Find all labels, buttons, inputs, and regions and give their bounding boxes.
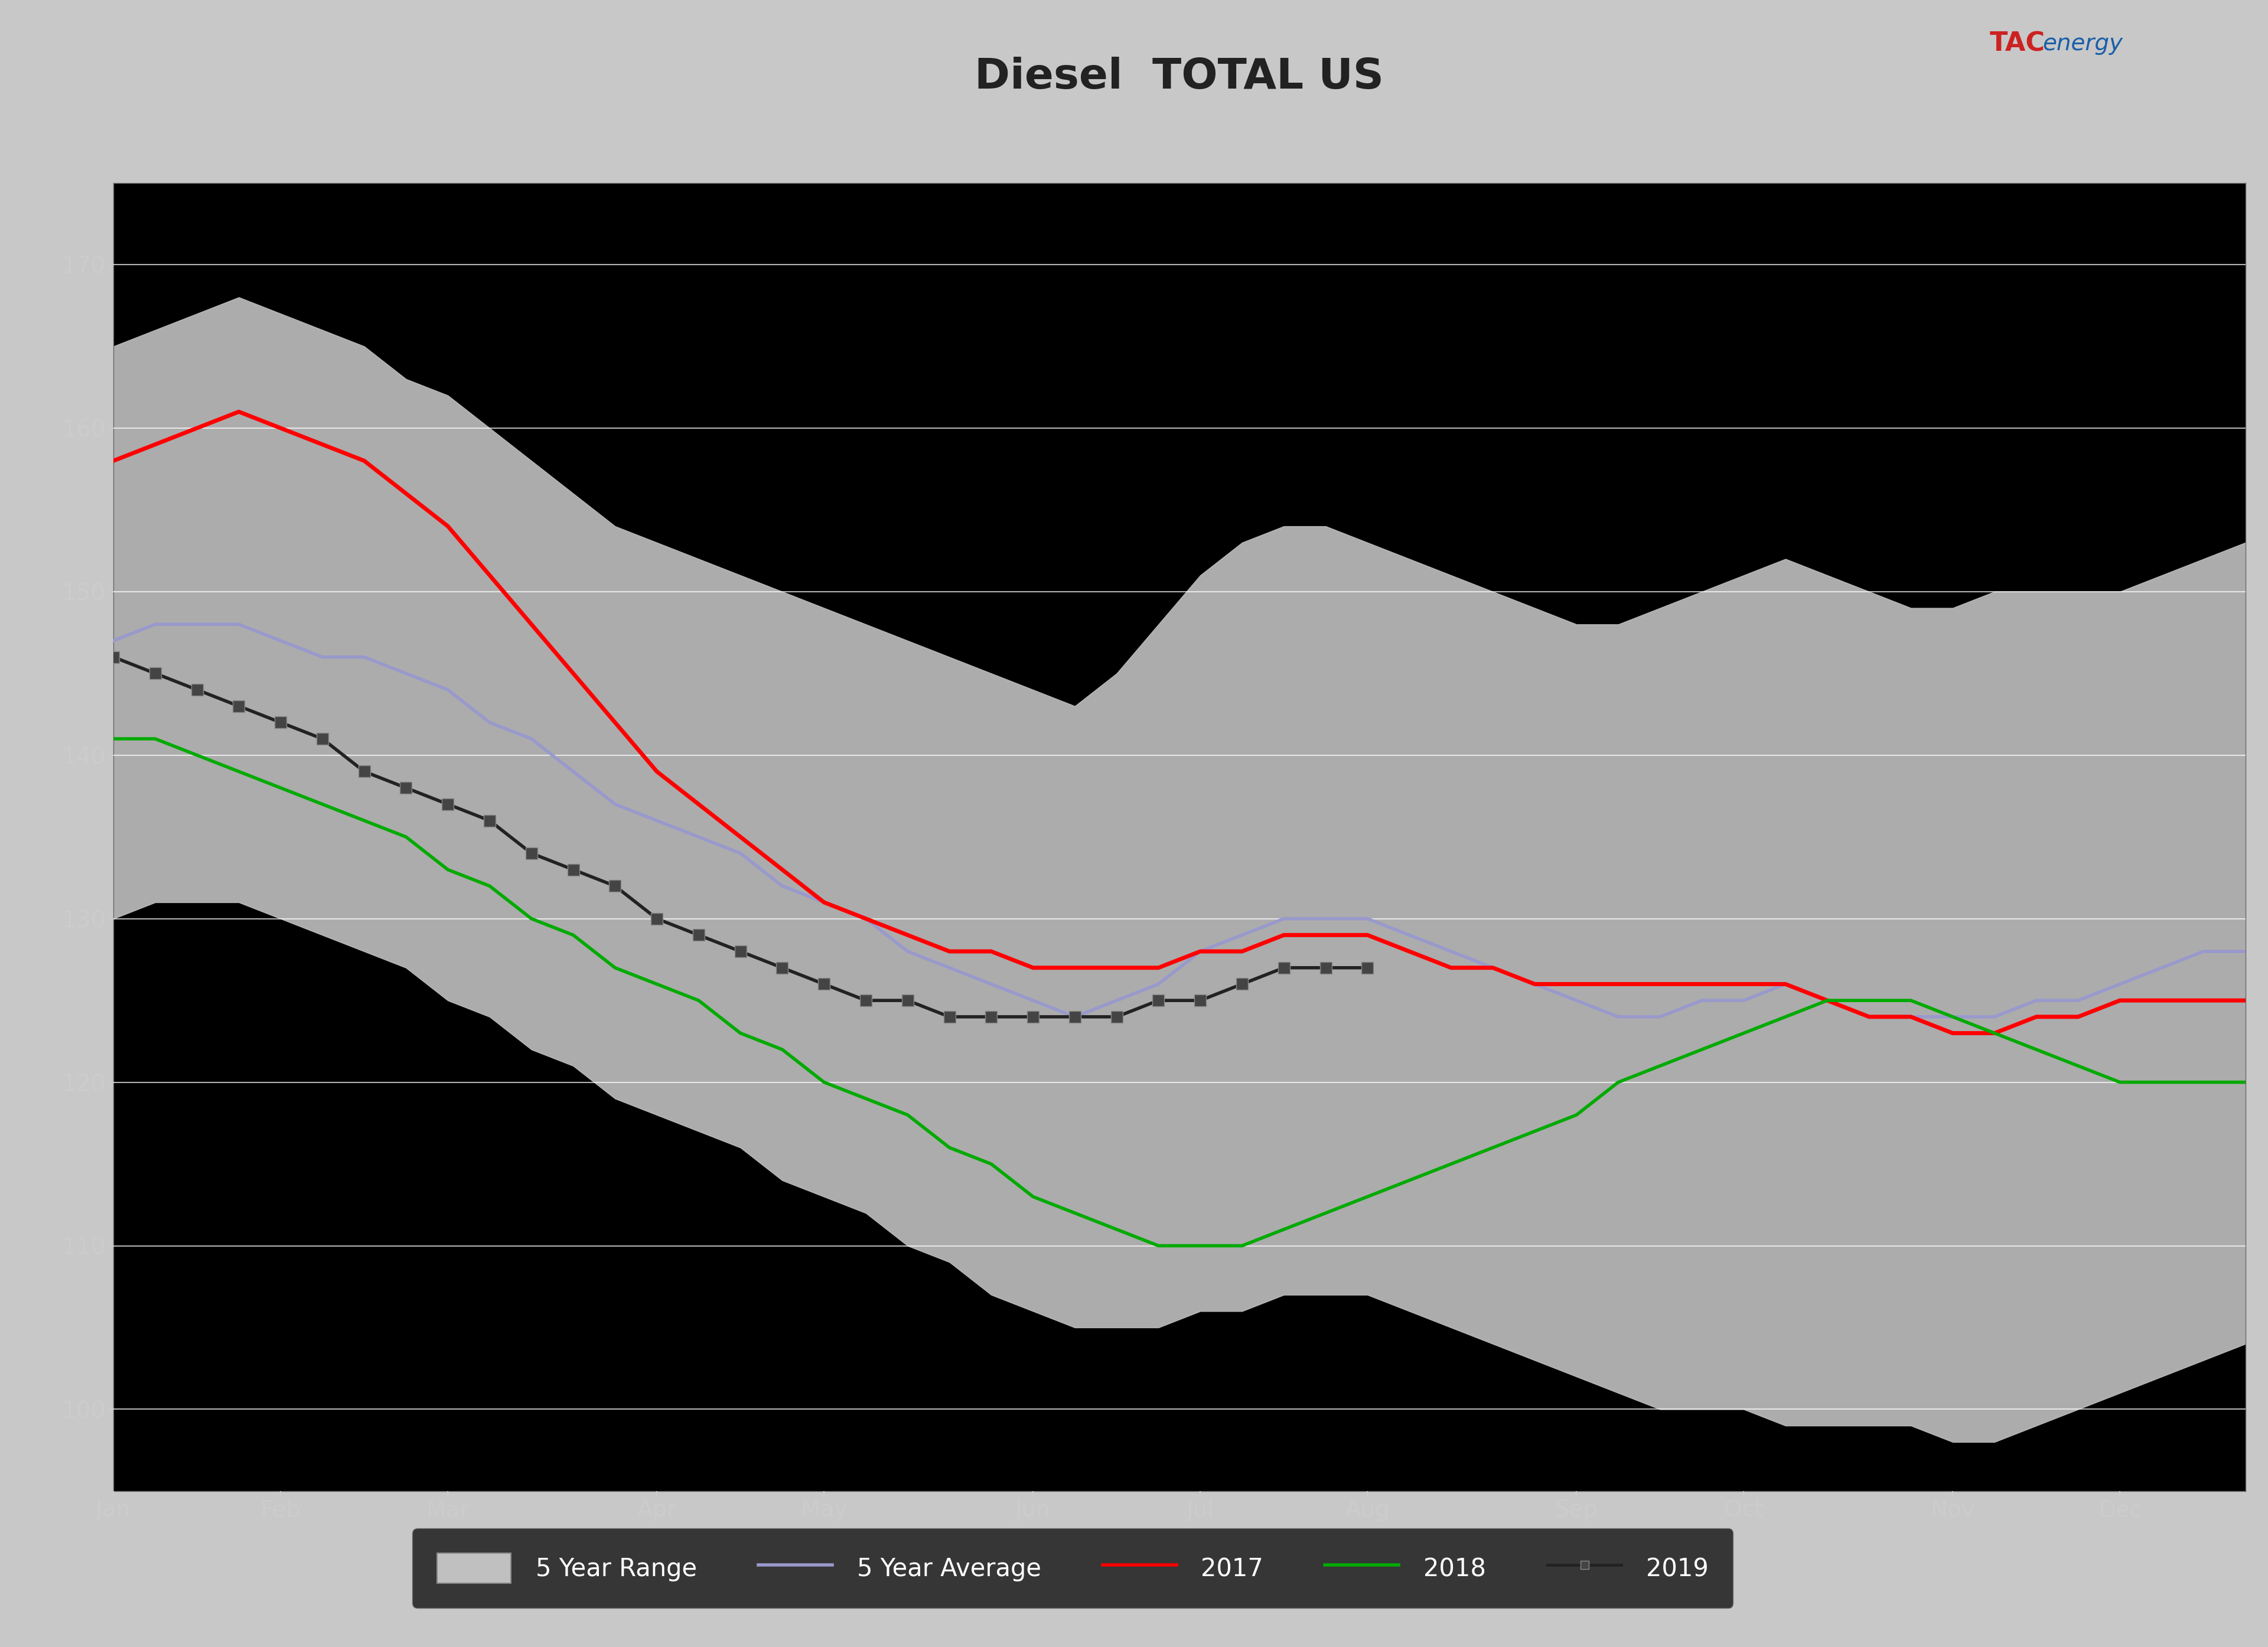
Text: TAC: TAC xyxy=(1989,31,2046,56)
Text: Diesel  TOTAL US: Diesel TOTAL US xyxy=(975,56,1383,97)
Text: energy: energy xyxy=(2043,33,2123,54)
Legend: 5 Year Range, 5 Year Average, 2017, 2018, 2019: 5 Year Range, 5 Year Average, 2017, 2018… xyxy=(413,1528,1733,1607)
